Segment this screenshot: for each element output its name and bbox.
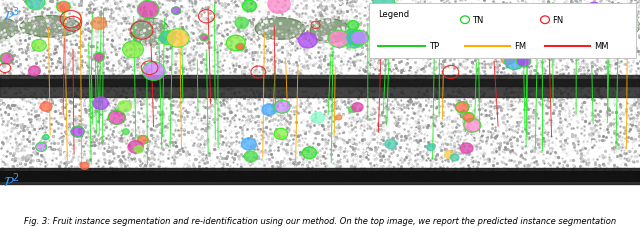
Text: FM: FM: [514, 42, 526, 51]
Ellipse shape: [599, 46, 614, 59]
Ellipse shape: [335, 115, 342, 120]
Ellipse shape: [555, 18, 605, 40]
Ellipse shape: [123, 42, 143, 59]
Ellipse shape: [255, 18, 305, 40]
Ellipse shape: [443, 21, 466, 39]
FancyBboxPatch shape: [369, 4, 636, 59]
Ellipse shape: [108, 111, 125, 125]
Ellipse shape: [352, 103, 363, 112]
Ellipse shape: [20, 16, 80, 38]
Ellipse shape: [312, 113, 324, 123]
Ellipse shape: [348, 22, 358, 30]
Ellipse shape: [142, 62, 165, 81]
Ellipse shape: [244, 151, 257, 162]
Text: FN: FN: [552, 16, 563, 25]
Ellipse shape: [227, 36, 245, 52]
Ellipse shape: [463, 113, 474, 122]
Ellipse shape: [43, 135, 49, 140]
Ellipse shape: [93, 97, 108, 110]
Ellipse shape: [373, 0, 395, 14]
Ellipse shape: [464, 119, 481, 133]
Ellipse shape: [347, 32, 365, 46]
Ellipse shape: [0, 54, 13, 65]
Ellipse shape: [600, 17, 640, 37]
Ellipse shape: [241, 138, 256, 151]
Ellipse shape: [118, 101, 131, 112]
Ellipse shape: [310, 20, 350, 43]
Ellipse shape: [128, 141, 143, 153]
Ellipse shape: [235, 18, 248, 29]
Ellipse shape: [445, 151, 454, 159]
Ellipse shape: [348, 107, 355, 113]
Ellipse shape: [166, 30, 189, 48]
Text: TN: TN: [472, 16, 483, 25]
Ellipse shape: [28, 67, 40, 76]
Ellipse shape: [274, 129, 287, 140]
Ellipse shape: [589, 29, 601, 39]
Ellipse shape: [32, 40, 46, 52]
Ellipse shape: [505, 54, 524, 70]
Ellipse shape: [427, 144, 435, 151]
Ellipse shape: [275, 101, 290, 114]
Ellipse shape: [504, 10, 520, 23]
Ellipse shape: [435, 52, 444, 59]
Ellipse shape: [516, 56, 531, 68]
Ellipse shape: [262, 104, 276, 116]
Ellipse shape: [236, 44, 244, 51]
Ellipse shape: [501, 54, 515, 65]
Ellipse shape: [134, 146, 143, 153]
Text: $\mathcal{P}^2$: $\mathcal{P}^2$: [3, 170, 20, 189]
Ellipse shape: [138, 136, 148, 144]
Ellipse shape: [456, 102, 469, 113]
Ellipse shape: [243, 1, 257, 13]
Text: Legend: Legend: [378, 10, 409, 19]
Ellipse shape: [328, 31, 349, 48]
Ellipse shape: [268, 0, 290, 14]
Ellipse shape: [436, 21, 444, 28]
Ellipse shape: [451, 154, 459, 161]
Ellipse shape: [80, 163, 89, 170]
Ellipse shape: [342, 30, 365, 49]
Ellipse shape: [298, 34, 317, 49]
Ellipse shape: [40, 102, 52, 112]
Ellipse shape: [36, 143, 47, 152]
Ellipse shape: [542, 47, 557, 59]
Text: Fig. 3: Fruit instance segmentation and re-identification using our method. On t: Fig. 3: Fruit instance segmentation and …: [24, 216, 616, 225]
Ellipse shape: [130, 19, 170, 46]
Ellipse shape: [385, 139, 397, 149]
Ellipse shape: [56, 2, 70, 13]
Ellipse shape: [159, 32, 176, 45]
Text: $\mathcal{P}^3$: $\mathcal{P}^3$: [3, 5, 20, 24]
Text: TP: TP: [429, 42, 439, 51]
Ellipse shape: [92, 18, 106, 30]
Ellipse shape: [302, 148, 316, 159]
Ellipse shape: [378, 15, 422, 39]
Ellipse shape: [71, 127, 84, 137]
Ellipse shape: [122, 129, 129, 135]
Ellipse shape: [588, 3, 601, 14]
Ellipse shape: [461, 51, 472, 60]
Ellipse shape: [460, 143, 473, 154]
Ellipse shape: [137, 2, 159, 20]
Ellipse shape: [496, 38, 514, 52]
Ellipse shape: [351, 31, 369, 46]
Text: MM: MM: [594, 42, 609, 51]
Ellipse shape: [385, 5, 395, 13]
Ellipse shape: [172, 8, 180, 15]
Ellipse shape: [472, 15, 527, 35]
Ellipse shape: [26, 0, 45, 11]
Ellipse shape: [0, 18, 17, 40]
Ellipse shape: [93, 53, 104, 62]
Ellipse shape: [200, 35, 209, 42]
